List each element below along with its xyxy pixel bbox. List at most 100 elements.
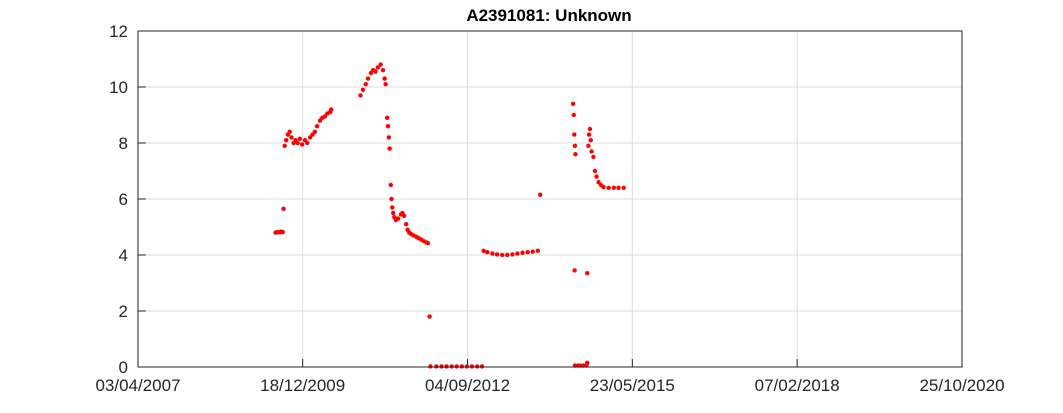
data-point [494,252,500,257]
data-point [570,101,576,107]
data-point [387,146,392,151]
data-point [515,251,520,256]
data-point [469,364,475,369]
data-point [428,364,433,369]
data-point [297,136,303,141]
data-point [305,140,310,146]
data-point [520,250,525,255]
data-point [589,149,594,154]
data-point [587,126,593,132]
data-point [525,250,530,255]
data-point [573,152,578,157]
data-point [530,249,535,254]
data-point [389,196,394,202]
data-point [388,182,394,188]
grid [137,30,963,368]
data-point [585,360,590,365]
y-tick-label: 12 [109,22,128,41]
data-point [505,252,510,258]
data-point [382,76,387,81]
data-point [591,154,596,160]
data-point [280,229,285,235]
data-point [439,364,444,369]
data-point [360,87,366,93]
data-point [383,82,388,87]
data-point [571,112,576,118]
data-point [314,124,320,129]
data-point [449,364,454,369]
chart-title: A2391081: Unknown [466,6,631,25]
data-point [373,69,378,74]
data-point [375,65,381,70]
data-point [481,248,486,253]
y-tick-label: 0 [119,358,128,377]
y-tick-label: 2 [119,302,128,321]
data-point [485,250,490,255]
data-point [401,213,407,218]
data-point [572,268,577,273]
data-point [282,143,287,148]
data-point [395,216,401,221]
data-point [606,185,611,190]
data-point [572,143,578,148]
data-point [287,129,292,134]
data-point [474,364,480,369]
data-point [601,185,606,190]
data-point [329,107,334,112]
data-point [588,138,593,143]
data-point [572,132,577,137]
data-point [464,364,470,369]
x-tick-label: 07/02/2018 [755,376,840,395]
data-point [281,206,286,211]
data-point [284,138,289,143]
data-point [537,192,543,197]
data-point [621,185,626,190]
y-axis: 0 2 4 6 8 10 12 [109,22,146,377]
data-point [535,248,541,253]
data-point [592,168,598,174]
data-point [586,132,592,137]
data-point [358,93,363,98]
data-point [385,124,391,129]
y-tick-label: 6 [119,190,128,209]
data-point [454,364,459,369]
x-tick-label: 18/12/2009 [260,376,345,395]
data-point [594,174,599,179]
data-point [299,142,305,147]
data-point [586,143,591,148]
data-point [585,271,590,276]
data-point [434,364,439,369]
data-point [459,364,465,369]
data-point [616,185,621,190]
x-axis: 03/04/2007 18/12/2009 04/09/2012 23/05/2015… [95,359,1005,395]
data-points [273,62,626,369]
y-tick-label: 10 [109,78,128,97]
data-point [444,364,449,369]
data-point [611,185,617,190]
data-point [427,314,432,319]
data-point [295,140,300,146]
data-point [490,251,495,256]
data-point [510,252,515,257]
plot-frame [137,30,963,368]
data-point [479,364,485,369]
data-point [403,222,409,227]
data-point [386,135,392,140]
x-tick-label: 03/04/2007 [95,376,180,395]
data-point [363,82,368,87]
y-tick-label: 8 [119,134,128,153]
x-tick-label: 04/09/2012 [425,376,510,395]
y-tick-label: 4 [119,246,128,265]
x-tick-label: 25/10/2020 [919,376,1004,395]
data-point [390,205,395,210]
data-point [312,129,318,134]
x-tick-label: 23/05/2015 [590,376,675,395]
data-point [365,76,371,81]
data-point [500,252,505,258]
data-point [380,68,386,73]
data-point [390,210,396,216]
data-point [384,115,390,121]
data-point [289,135,294,140]
data-point [425,241,431,246]
